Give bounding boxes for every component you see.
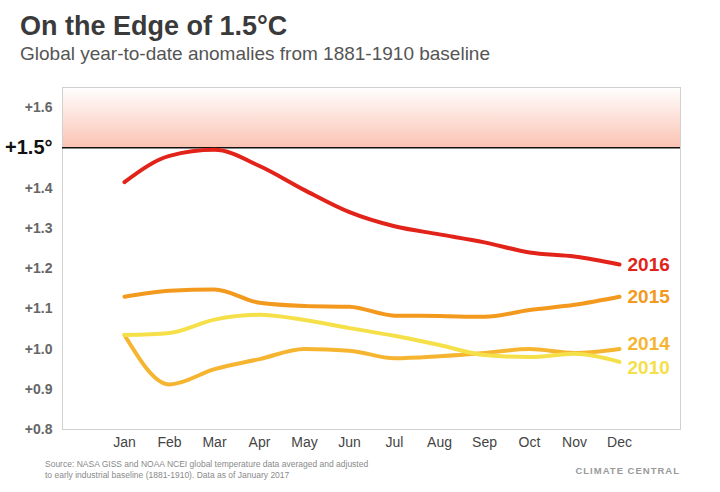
html-text:Global year-to-date anomalies: Global year-to-date anomalies from 1881-… (20, 43, 490, 64)
svg-text:2014: 2014 (628, 333, 671, 354)
svg-text:Aug: Aug (427, 434, 452, 450)
svg-text:Jan: Jan (113, 434, 136, 450)
html-text:to early industrial baseline (: to early industrial baseline (1881-1910)… (45, 470, 290, 480)
svg-text:Sep: Sep (472, 434, 497, 450)
svg-text:Nov: Nov (562, 434, 587, 450)
svg-text:Dec: Dec (607, 434, 632, 450)
svg-text:+0.9: +0.9 (25, 381, 53, 397)
svg-text:+1.4: +1.4 (25, 180, 53, 196)
svg-text:+1.0: +1.0 (25, 341, 53, 357)
svg-text:Jun: Jun (338, 434, 361, 450)
svg-text:+1.1: +1.1 (25, 300, 53, 316)
html-text:On the Edge of 1.5°C: On the Edge of 1.5°C (20, 11, 288, 41)
svg-text:Oct: Oct (519, 434, 541, 450)
svg-text:Apr: Apr (249, 434, 271, 450)
svg-text:Mar: Mar (202, 434, 226, 450)
svg-text:Jul: Jul (386, 434, 404, 450)
svg-text:2015: 2015 (628, 286, 671, 307)
svg-text:+1.6: +1.6 (25, 99, 53, 115)
svg-text:+0.8: +0.8 (25, 421, 53, 437)
svg-text:+1.2: +1.2 (25, 260, 53, 276)
svg-text:2016: 2016 (628, 254, 670, 275)
svg-text:2010: 2010 (628, 357, 670, 378)
svg-text:+1.3: +1.3 (25, 220, 53, 236)
html-text:Source: NASA GISS and NOAA NCE: Source: NASA GISS and NOAA NCEI global t… (45, 459, 369, 469)
html-text:CLIMATE CENTRAL: CLIMATE CENTRAL (575, 465, 680, 476)
svg-text:+1.5°: +1.5° (5, 136, 52, 158)
svg-text:May: May (291, 434, 317, 450)
svg-text:Feb: Feb (157, 434, 181, 450)
